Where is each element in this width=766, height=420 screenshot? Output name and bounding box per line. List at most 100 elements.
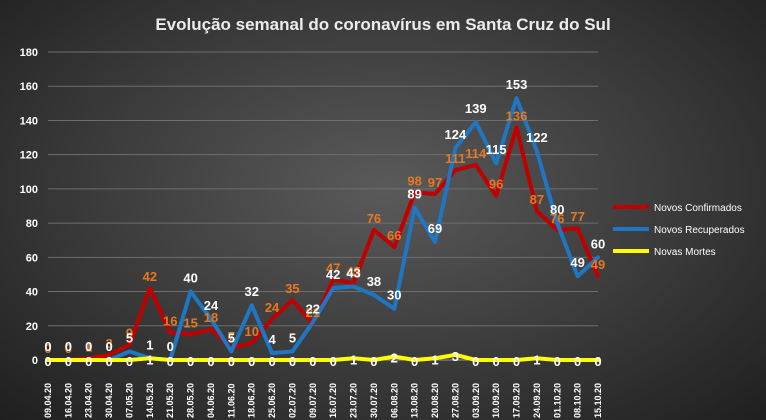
- data-label: 76: [367, 211, 381, 226]
- data-label: 0: [268, 354, 275, 369]
- data-label: 0: [44, 339, 51, 354]
- data-label: 0: [65, 354, 72, 369]
- data-label: 21: [306, 305, 320, 320]
- data-label: 32: [244, 284, 258, 299]
- data-label: 98: [407, 173, 421, 188]
- data-label: 0: [472, 354, 479, 369]
- data-label: 38: [367, 274, 381, 289]
- data-label: 1: [146, 337, 153, 352]
- chart-title: Evolução semanal do coronavírus em Santa…: [155, 15, 610, 34]
- data-label: 0: [85, 339, 92, 354]
- data-label: 0: [187, 354, 194, 369]
- x-tick-label: 30.07.20: [369, 383, 379, 418]
- data-label: 0: [228, 354, 235, 369]
- data-label: 4: [268, 332, 276, 347]
- data-label: 0: [289, 354, 296, 369]
- data-label: 15: [183, 315, 197, 330]
- data-label: 0: [330, 354, 337, 369]
- x-tick-label: 09.07.20: [308, 383, 318, 418]
- data-label: 35: [285, 281, 299, 296]
- legend: Novos Confirmados Novos Recuperados Novas …: [613, 203, 745, 258]
- data-label: 139: [465, 101, 487, 116]
- y-tick-label: 120: [20, 150, 38, 162]
- data-label: 0: [574, 354, 581, 369]
- data-label: 0: [493, 354, 500, 369]
- x-tick-label: 15.10.20: [593, 383, 603, 418]
- x-tick-label: 30.04.20: [104, 383, 114, 418]
- y-tick-label: 0: [32, 355, 38, 367]
- data-label: 1: [350, 352, 357, 367]
- data-label: 18: [204, 310, 218, 325]
- data-label: 0: [594, 354, 601, 369]
- data-label: 1: [431, 352, 438, 367]
- data-label: 5: [228, 330, 235, 345]
- x-tick-label: 18.06.20: [247, 383, 257, 418]
- data-label: 0: [44, 354, 51, 369]
- data-label: 124: [445, 127, 467, 142]
- data-label: 9: [126, 326, 133, 341]
- y-tick-label: 160: [20, 81, 38, 93]
- data-label: 0: [370, 354, 377, 369]
- data-label: 115: [486, 142, 507, 157]
- data-label: 0: [65, 339, 72, 354]
- y-tick-label: 20: [26, 321, 38, 333]
- data-label: 2: [391, 351, 398, 366]
- data-label: 89: [407, 187, 421, 202]
- data-label: 3: [452, 349, 459, 364]
- data-label: 0: [167, 354, 174, 369]
- data-label: 1: [533, 352, 540, 367]
- y-tick-label: 40: [26, 287, 38, 299]
- x-tick-label: 16.07.20: [328, 383, 338, 418]
- data-label: 0: [65, 341, 72, 356]
- data-label: 0: [167, 339, 174, 354]
- x-tick-label: 21.05.20: [165, 383, 175, 418]
- series-lines: [46, 96, 600, 362]
- y-tick-label: 80: [26, 218, 38, 230]
- x-tick-label: 24.09.20: [532, 383, 542, 418]
- data-label: 136: [506, 108, 528, 123]
- y-tick-label: 140: [20, 115, 38, 127]
- data-label: 24: [265, 300, 280, 315]
- data-label: 7: [228, 329, 235, 344]
- x-tick-label: 13.08.20: [410, 383, 420, 418]
- data-label: 30: [387, 288, 401, 303]
- data-label: 42: [143, 269, 157, 284]
- data-label: 3: [105, 336, 112, 351]
- data-label: 122: [526, 130, 548, 145]
- y-tick-label: 100: [20, 184, 38, 196]
- data-label: 66: [387, 228, 401, 243]
- data-label: 0: [513, 354, 520, 369]
- legend-label: Novas Mortes: [654, 247, 716, 258]
- data-label: 0: [248, 354, 255, 369]
- x-tick-label: 25.06.20: [267, 383, 277, 418]
- data-label: 0: [309, 354, 316, 369]
- data-label: 87: [530, 192, 544, 207]
- data-label: 77: [570, 209, 584, 224]
- grid: [48, 51, 598, 361]
- x-tick-label: 03.09.20: [471, 383, 481, 418]
- data-label: 16: [163, 314, 177, 329]
- data-label: 49: [591, 257, 605, 272]
- data-label: 0: [85, 354, 92, 369]
- x-tick-label: 11.06.20: [226, 383, 236, 418]
- data-label: 49: [570, 255, 584, 270]
- x-tick-label: 17.09.20: [512, 383, 522, 418]
- legend-label: Novos Recuperados: [654, 225, 745, 236]
- x-tick-label: 07.05.20: [124, 383, 134, 418]
- x-tick-label: 27.08.20: [450, 383, 460, 418]
- x-tick-label: 14.05.20: [145, 383, 155, 418]
- data-label: 10: [244, 324, 258, 339]
- data-label: 43: [346, 265, 360, 280]
- y-tick-label: 180: [20, 47, 38, 59]
- data-label: 22: [306, 301, 320, 316]
- x-tick-label: 28.05.20: [186, 383, 196, 418]
- data-label: 153: [506, 77, 528, 92]
- x-tick-label: 06.08.20: [389, 383, 399, 418]
- x-tick-label: 08.10.20: [573, 383, 583, 418]
- data-label: 0: [207, 354, 214, 369]
- x-tick-label: 23.07.20: [349, 383, 359, 418]
- data-label: 69: [428, 221, 442, 236]
- x-tick-label: 02.07.20: [287, 383, 297, 418]
- data-label: 24: [204, 298, 219, 313]
